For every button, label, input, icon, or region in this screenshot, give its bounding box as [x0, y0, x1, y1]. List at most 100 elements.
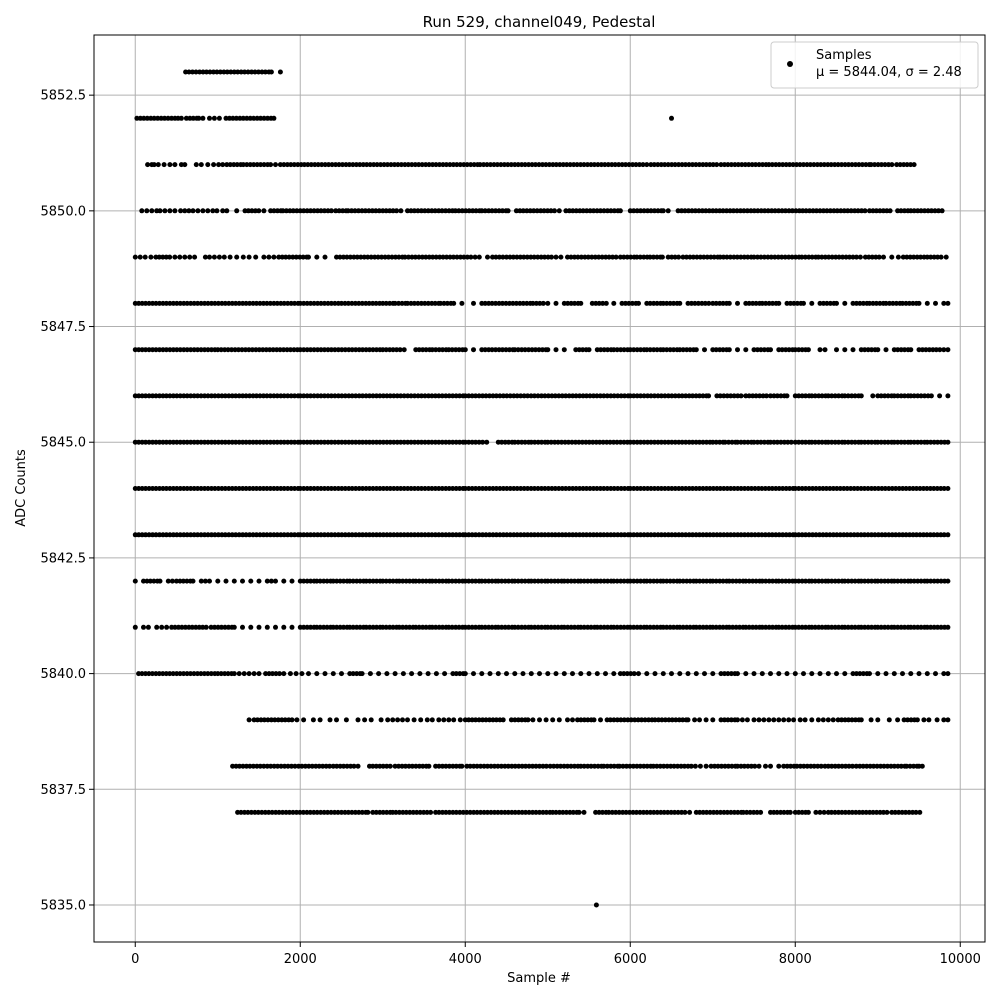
- sample-point: [576, 809, 582, 815]
- sample-point: [426, 162, 432, 168]
- sample-point: [424, 809, 430, 815]
- sample-point: [263, 671, 269, 677]
- sample-point: [367, 162, 373, 168]
- sample-point: [257, 393, 263, 399]
- sample-point: [702, 671, 707, 677]
- sample-point: [532, 439, 538, 445]
- sample-point: [584, 208, 590, 214]
- sample-point: [853, 763, 859, 769]
- sample-point: [164, 624, 170, 630]
- sample-point: [533, 809, 539, 815]
- sample-point: [718, 717, 724, 723]
- legend: Samples μ = 5844.04, σ = 2.48: [770, 41, 979, 89]
- sample-point: [493, 717, 499, 723]
- sample-point: [256, 671, 262, 677]
- sample-point: [710, 717, 716, 723]
- sample-point: [495, 809, 501, 815]
- sample-point: [886, 532, 892, 538]
- sample-point: [476, 439, 482, 445]
- sample-point: [941, 300, 947, 306]
- sample-point: [556, 532, 562, 538]
- sample-point: [711, 254, 717, 260]
- sample-point: [686, 162, 692, 168]
- sample-point: [692, 763, 698, 769]
- sample-point: [735, 300, 740, 306]
- sample-point: [817, 671, 823, 677]
- sample-point: [300, 809, 306, 815]
- sample-point: [422, 439, 428, 445]
- sample-point: [478, 809, 484, 815]
- sample-point: [560, 809, 566, 815]
- sample-point: [167, 486, 173, 491]
- sample-point: [929, 208, 934, 214]
- sample-point: [280, 809, 286, 815]
- sample-point: [268, 763, 274, 769]
- sample-point: [309, 763, 315, 769]
- sample-point: [842, 671, 848, 677]
- sample-point: [781, 809, 787, 815]
- sample-point: [499, 439, 505, 445]
- sample-point: [572, 624, 578, 630]
- sample-point: [285, 532, 291, 538]
- sample-point: [827, 532, 833, 538]
- sample-point: [157, 347, 162, 353]
- sample-point: [221, 254, 227, 260]
- sample-point: [746, 300, 752, 306]
- sample-point: [405, 300, 410, 306]
- sample-point: [467, 809, 473, 815]
- sample-point: [482, 624, 488, 630]
- sample-point: [365, 254, 371, 260]
- sample-point: [928, 393, 934, 399]
- sample-point: [480, 439, 486, 445]
- sample-point: [325, 809, 331, 815]
- sample-point: [186, 69, 192, 75]
- sample-point: [520, 671, 526, 677]
- sample-point: [614, 439, 620, 445]
- sample-point: [301, 300, 307, 306]
- sample-point: [360, 532, 366, 538]
- sample-point: [556, 717, 562, 723]
- sample-point: [648, 439, 654, 445]
- sample-point: [178, 115, 184, 121]
- sample-point: [901, 717, 907, 723]
- sample-point: [935, 578, 941, 584]
- sample-point: [811, 763, 817, 769]
- sample-point: [368, 254, 374, 260]
- sample-point: [794, 763, 800, 769]
- sample-point: [439, 532, 445, 538]
- sample-point: [647, 578, 653, 584]
- sample-point: [444, 254, 450, 260]
- sample-point: [793, 208, 799, 214]
- sample-point: [718, 809, 723, 815]
- sample-point: [414, 809, 420, 815]
- sample-point: [466, 717, 472, 723]
- sample-point: [791, 717, 797, 723]
- sample-point: [598, 624, 604, 630]
- sample-point: [422, 486, 428, 491]
- sample-point: [136, 347, 142, 353]
- sample-point: [586, 439, 592, 445]
- sample-point: [453, 763, 459, 769]
- sample-point: [258, 115, 264, 121]
- sample-point: [518, 532, 524, 538]
- sample-point: [179, 624, 185, 630]
- sample-point: [198, 671, 204, 677]
- sample-point: [644, 671, 650, 677]
- sample-point: [510, 300, 516, 306]
- sample-point: [586, 671, 592, 677]
- sample-point: [358, 254, 364, 260]
- sample-point: [889, 254, 895, 260]
- sample-point: [772, 208, 778, 214]
- sample-point: [390, 624, 396, 630]
- sample-point: [339, 347, 345, 353]
- sample-point: [157, 439, 162, 445]
- sample-point: [256, 578, 262, 584]
- sample-point: [251, 162, 257, 168]
- sample-point: [222, 393, 228, 399]
- sample-point: [515, 578, 521, 584]
- sample-point: [466, 439, 472, 445]
- sample-point: [318, 347, 324, 353]
- sample-point: [787, 162, 793, 168]
- sample-point: [504, 393, 510, 399]
- sample-point: [744, 717, 750, 723]
